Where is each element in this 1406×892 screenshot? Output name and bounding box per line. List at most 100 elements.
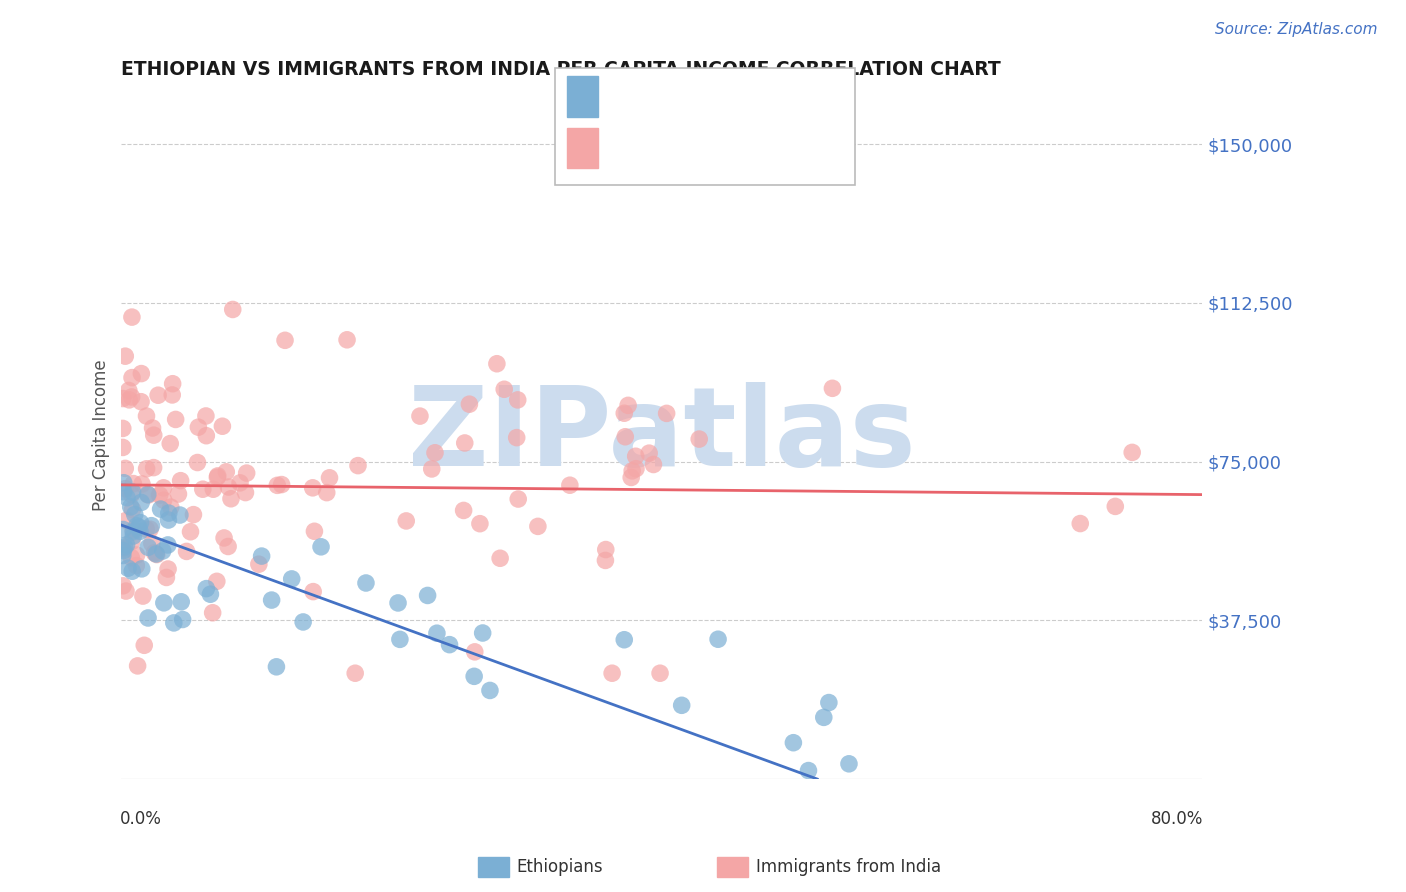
Point <box>648 666 671 681</box>
Point <box>458 397 481 411</box>
Point <box>309 540 332 554</box>
Point <box>152 544 174 558</box>
Point <box>600 666 623 681</box>
Point <box>212 531 235 545</box>
Point <box>344 666 367 681</box>
Point <box>423 446 446 460</box>
Point <box>508 491 530 506</box>
Point <box>169 474 191 488</box>
Point <box>620 470 643 484</box>
Point <box>111 541 134 556</box>
Point <box>159 436 181 450</box>
Text: N =: N = <box>738 87 778 105</box>
Point <box>222 302 245 317</box>
Point <box>121 502 143 516</box>
Point <box>136 487 159 501</box>
Point <box>118 384 141 398</box>
Point <box>292 615 315 629</box>
Point <box>152 493 174 508</box>
Point <box>247 557 270 571</box>
Point <box>170 595 193 609</box>
Point <box>122 529 145 543</box>
Point <box>489 551 512 566</box>
Point <box>797 764 820 778</box>
Point <box>167 487 190 501</box>
Point <box>115 513 138 527</box>
Point <box>624 461 647 475</box>
Point <box>121 310 143 325</box>
Point <box>464 645 486 659</box>
Point <box>135 409 157 423</box>
Point <box>143 546 166 560</box>
Point <box>163 615 186 630</box>
Point <box>153 596 176 610</box>
Text: 80.0%: 80.0% <box>1152 810 1204 828</box>
Point <box>121 564 143 578</box>
Text: Ethiopians: Ethiopians <box>516 858 603 876</box>
Point <box>250 549 273 563</box>
Point <box>643 458 665 472</box>
Point <box>114 349 136 363</box>
Point <box>114 461 136 475</box>
Point <box>782 736 804 750</box>
Point <box>135 462 157 476</box>
Point <box>655 406 678 420</box>
Point <box>157 562 180 576</box>
Point <box>157 506 180 520</box>
Point <box>270 477 292 491</box>
Point <box>838 756 860 771</box>
Point <box>527 519 550 533</box>
Point <box>304 524 326 539</box>
Point <box>121 390 143 404</box>
Point <box>145 548 167 562</box>
Point <box>274 334 297 348</box>
Point <box>420 462 443 476</box>
Point <box>595 553 617 567</box>
Point <box>135 522 157 536</box>
Point <box>129 524 152 539</box>
Point <box>187 420 209 434</box>
Point <box>218 480 240 494</box>
Point <box>145 547 167 561</box>
Text: Immigrants from India: Immigrants from India <box>756 858 942 876</box>
Point <box>162 376 184 391</box>
Text: N =: N = <box>738 138 778 156</box>
Point <box>191 482 214 496</box>
Point <box>387 596 409 610</box>
Point <box>301 481 323 495</box>
Point <box>194 409 217 423</box>
Point <box>624 450 647 464</box>
Point <box>115 491 138 505</box>
Point <box>120 550 142 565</box>
Point <box>122 476 145 491</box>
Point <box>388 632 411 647</box>
Point <box>613 632 636 647</box>
Point <box>111 441 134 455</box>
Point <box>688 432 710 446</box>
Text: 61: 61 <box>778 87 803 105</box>
Point <box>347 458 370 473</box>
Point <box>134 638 156 652</box>
Point <box>112 484 135 499</box>
Point <box>463 669 485 683</box>
Point <box>266 660 288 674</box>
Point <box>155 570 177 584</box>
Point <box>215 465 238 479</box>
Text: -0.448: -0.448 <box>648 87 713 105</box>
Point <box>813 710 835 724</box>
Point <box>454 436 477 450</box>
Point <box>211 419 233 434</box>
Point <box>195 582 218 596</box>
Point <box>195 428 218 442</box>
Point <box>125 518 148 533</box>
Text: 0.0%: 0.0% <box>121 810 162 828</box>
Point <box>318 471 340 485</box>
Point <box>617 398 640 412</box>
Point <box>112 579 135 593</box>
Point <box>132 589 155 603</box>
Point <box>117 561 139 575</box>
Point <box>818 696 841 710</box>
Point <box>131 477 153 491</box>
Point <box>439 638 461 652</box>
Point <box>111 549 134 563</box>
